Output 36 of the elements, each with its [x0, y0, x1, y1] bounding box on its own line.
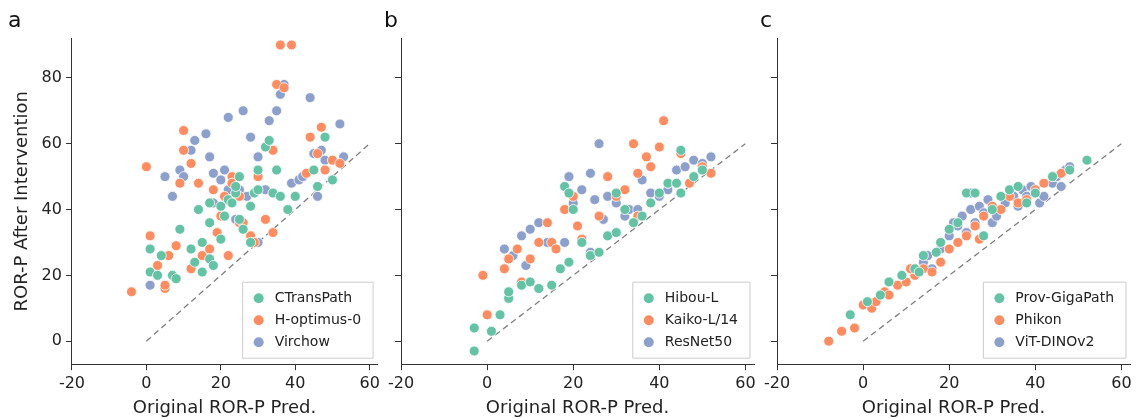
legend-label: ViT-DINOv2	[1015, 332, 1095, 349]
y-tick-label: 0	[51, 330, 62, 350]
x-tick-label: 60	[359, 372, 380, 392]
y-tick-label: 20	[41, 264, 62, 284]
y-tick-label: 40	[41, 198, 62, 218]
x-tick-label: 60	[1111, 372, 1132, 392]
x-tick-label: -20	[764, 372, 791, 392]
chart-title: c	[760, 6, 773, 32]
x-axis-title: Original ROR-P Pred.	[132, 395, 317, 417]
x-axis-title: Original ROR-P Pred.	[861, 395, 1046, 417]
legend-label: H-optimus-0	[274, 310, 362, 327]
x-tick-label: 40	[649, 372, 670, 392]
y-axis-title: ROR-P After Intervention	[10, 91, 32, 312]
x-tick-label: 20	[563, 372, 584, 392]
legend-label: Prov-GigaPath	[1015, 288, 1115, 305]
legend-label: CTransPath	[274, 288, 353, 305]
x-tick-label: 40	[1025, 372, 1046, 392]
x-tick-label: 0	[482, 372, 493, 392]
x-axis-title: Original ROR-P Pred.	[485, 395, 670, 417]
x-tick-label: -20	[388, 372, 415, 392]
chart-title: b	[384, 6, 398, 32]
legend-label: Kaiko-L/14	[664, 310, 739, 327]
legend-label: Phikon	[1015, 310, 1062, 327]
legend-label: Virchow	[274, 332, 330, 349]
x-tick-label: 20	[210, 372, 231, 392]
y-tick-label: 80	[41, 67, 62, 87]
x-tick-label: 0	[858, 372, 869, 392]
y-tick-label: 60	[41, 132, 62, 152]
x-tick-label: 40	[285, 372, 306, 392]
x-tick-label: 60	[735, 372, 756, 392]
x-tick-label: 20	[939, 372, 960, 392]
chart-title: a	[8, 6, 22, 32]
x-tick-label: -20	[58, 372, 86, 392]
x-tick-label: 0	[141, 372, 152, 392]
legend-label: Hibou-L	[664, 288, 719, 305]
legend-label: ResNet50	[664, 332, 733, 349]
